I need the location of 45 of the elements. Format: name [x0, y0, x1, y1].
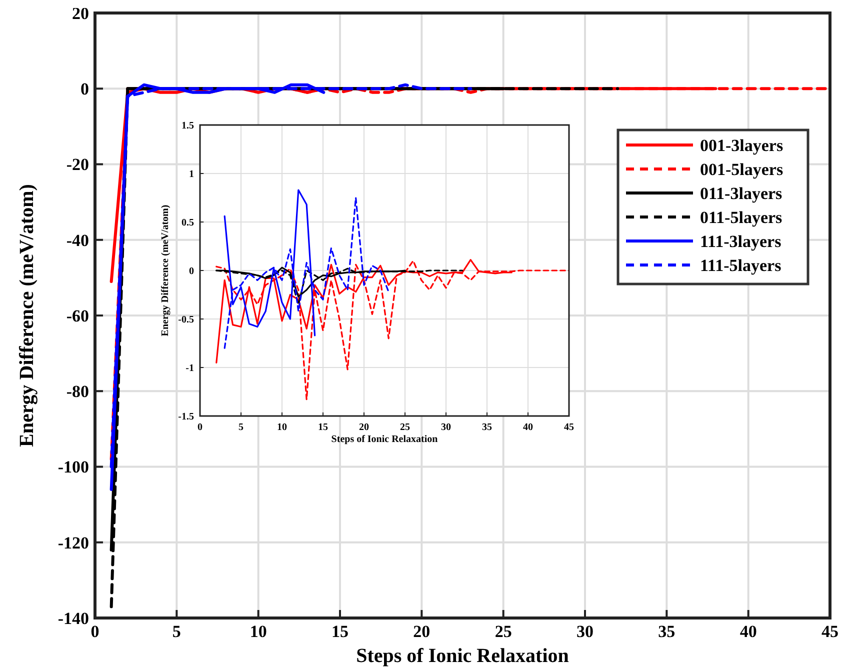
x-tick-label: 10: [277, 422, 287, 433]
x-tick-label: 30: [576, 622, 594, 641]
x-tick-label: 25: [400, 422, 410, 433]
x-tick-label: 35: [482, 422, 492, 433]
x-tick-label: 30: [441, 422, 451, 433]
legend-label: 011-5layers: [700, 208, 783, 227]
y-tick-label: 1.5: [182, 120, 194, 132]
x-tick-label: 15: [332, 622, 348, 641]
x-tick-label: 20: [413, 622, 430, 641]
y-tick-label: -60: [66, 306, 89, 326]
y-tick-label: -80: [66, 382, 89, 402]
y-tick-label: 0: [80, 80, 89, 99]
x-tick-label: 5: [172, 622, 181, 641]
x-tick-label: 5: [238, 422, 244, 433]
x-tick-label: 40: [740, 622, 757, 641]
y-tick-label: -120: [58, 533, 89, 552]
y-tick-label: -100: [58, 458, 89, 477]
y-tick-label: 20: [72, 4, 89, 23]
y-tick-label: -40: [66, 230, 89, 250]
legend-label: 111-3layers: [700, 232, 782, 251]
y-axis-title: Energy Difference (meV/atom): [16, 184, 38, 447]
legend-label: 001-3layers: [700, 136, 784, 155]
x-tick-label: 45: [564, 422, 574, 433]
y-tick-label: -1.5: [178, 412, 194, 422]
legend-label: 011-3layers: [700, 184, 783, 203]
x-axis-title: Steps of Ionic Relaxation: [356, 645, 569, 667]
x-tick-label: 15: [318, 422, 328, 433]
x-tick-label: 45: [822, 622, 838, 641]
x-axis-title: Steps of Ionic Relaxation: [331, 434, 438, 445]
y-tick-label: -1: [186, 363, 194, 374]
y-tick-label: 1: [189, 169, 194, 180]
y-tick-label: -20: [66, 155, 89, 174]
y-tick-label: 0: [189, 266, 194, 277]
y-tick-label: -0.5: [178, 314, 194, 326]
x-tick-label: 20: [359, 422, 369, 433]
x-tick-label: 35: [658, 622, 676, 641]
y-tick-label: -140: [58, 608, 89, 628]
y-tick-label: 0.5: [182, 218, 194, 228]
x-tick-label: 10: [250, 622, 267, 641]
x-tick-label: 40: [523, 422, 533, 433]
legend-label: 001-5layers: [700, 160, 784, 179]
legend-label: 111-5layers: [700, 256, 782, 275]
y-axis-title: Energy Difference (meV/atom): [160, 204, 171, 336]
x-tick-label: 0: [198, 422, 202, 433]
x-tick-label: 25: [494, 622, 512, 641]
